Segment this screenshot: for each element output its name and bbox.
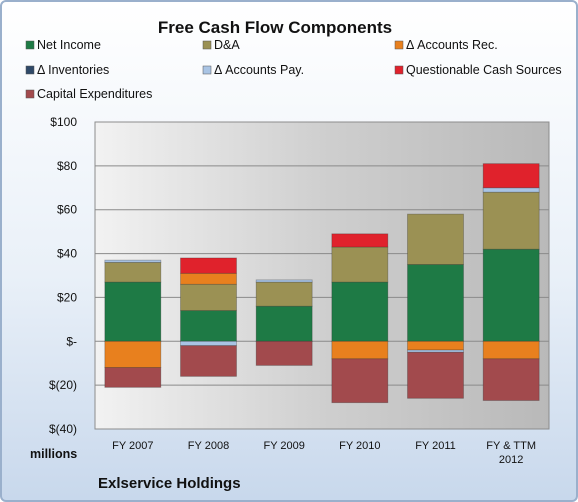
legend-item-questionable-cash-sources: Questionable Cash Sources [394, 63, 562, 77]
bar-segment-questionable-cash-sources [482, 163, 540, 189]
bar-segment-questionable-cash-sources [331, 233, 389, 248]
bar-segment-accounts-pay [180, 340, 237, 347]
legend-item-net-income: Net Income [25, 38, 101, 52]
bar-segment-d-a [407, 213, 464, 265]
x-axis: FY 2007 FY 2008 FY 2009 FY 2010 FY 2011 FY & … [112, 440, 536, 466]
bar-segment-accounts-pay [255, 279, 313, 283]
bar-segment-d-a [180, 283, 237, 311]
legend-swatch [202, 65, 212, 75]
legend-label: Net Income [37, 38, 101, 52]
bar-segment-accounts-rec [407, 340, 464, 351]
legend-swatch [394, 40, 404, 50]
bar-segment-net-income [255, 305, 313, 342]
y-tick-label: $60 [57, 203, 77, 217]
legend-label: Δ Accounts Pay. [214, 63, 304, 77]
bar-segment-net-income [482, 248, 540, 342]
bar-segment-accounts-rec [482, 340, 540, 360]
x-tick-label: FY 2009 [263, 440, 304, 452]
chart-title: Free Cash Flow Components [158, 18, 392, 37]
legend-label: Δ Accounts Rec. [406, 38, 498, 52]
bar-segment-capital-expenditures [104, 367, 162, 388]
legend-label: D&A [214, 38, 240, 52]
bar-segment-capital-expenditures [255, 340, 313, 366]
bar-segment-d-a [104, 261, 162, 283]
bar-segment-d-a [255, 281, 313, 307]
x-tick-label: FY & TTM 2012 [486, 440, 536, 466]
legend-item-accounts-rec: Δ Accounts Rec. [394, 38, 498, 52]
bar-segment-accounts-rec [180, 272, 237, 285]
bar-segment-d-a [331, 246, 389, 283]
x-tick-label: FY 2007 [112, 440, 153, 452]
legend-swatch [25, 65, 35, 75]
legend-swatch [394, 65, 404, 75]
legend-swatch [25, 40, 35, 50]
bar-segment-capital-expenditures [180, 345, 237, 377]
legend-label: Questionable Cash Sources [406, 63, 562, 77]
legend-label: Δ Inventories [37, 63, 109, 77]
legend-item-accounts-pay: Δ Accounts Pay. [202, 63, 304, 77]
legend: Net Income D&A Δ Accounts Rec. Δ Inventorie… [25, 38, 562, 101]
bars [104, 163, 540, 404]
y-tick-label: $100 [50, 115, 77, 129]
bar-segment-capital-expenditures [407, 351, 464, 399]
bar-segment-questionable-cash-sources [180, 257, 237, 274]
legend-item-capital-expenditures: Capital Expenditures [25, 87, 152, 101]
legend-swatch [25, 89, 35, 99]
bar-segment-accounts-rec [104, 340, 162, 368]
legend-item-d-a: D&A [202, 38, 240, 52]
x-tick-label: FY 2011 [415, 440, 456, 452]
bar-segment-net-income [407, 264, 464, 342]
bar-segment-accounts-pay [104, 259, 162, 263]
y-tick-label: $(20) [49, 378, 77, 392]
bar-segment-capital-expenditures [482, 358, 540, 401]
bar-segment-accounts-pay [482, 187, 540, 193]
units-label: millions [30, 447, 77, 461]
legend-swatch [202, 40, 212, 50]
bar-segment-capital-expenditures [331, 358, 389, 404]
y-tick-label: $20 [57, 290, 77, 304]
x-tick-label: FY 2008 [188, 440, 229, 452]
bar-segment-net-income [331, 281, 389, 342]
legend-item-inventories: Δ Inventories [25, 63, 109, 77]
gridlines [95, 165, 549, 386]
y-tick-label: $(40) [49, 422, 77, 436]
bar-segment-net-income [104, 281, 162, 342]
y-tick-label: $- [66, 334, 77, 348]
y-tick-label: $40 [57, 247, 77, 261]
x-tick-label: FY 2010 [339, 440, 380, 452]
y-tick-label: $80 [57, 159, 77, 173]
plot-area [94, 121, 550, 430]
company-name: Exlservice Holdings [98, 475, 241, 492]
bar-segment-accounts-rec [331, 340, 389, 360]
y-axis: $(40) $(20) $- $20 $40 $60 $80 $100 [49, 115, 77, 436]
bar-segment-net-income [180, 310, 237, 342]
bar-segment-d-a [482, 191, 540, 250]
legend-label: Capital Expenditures [37, 87, 152, 101]
